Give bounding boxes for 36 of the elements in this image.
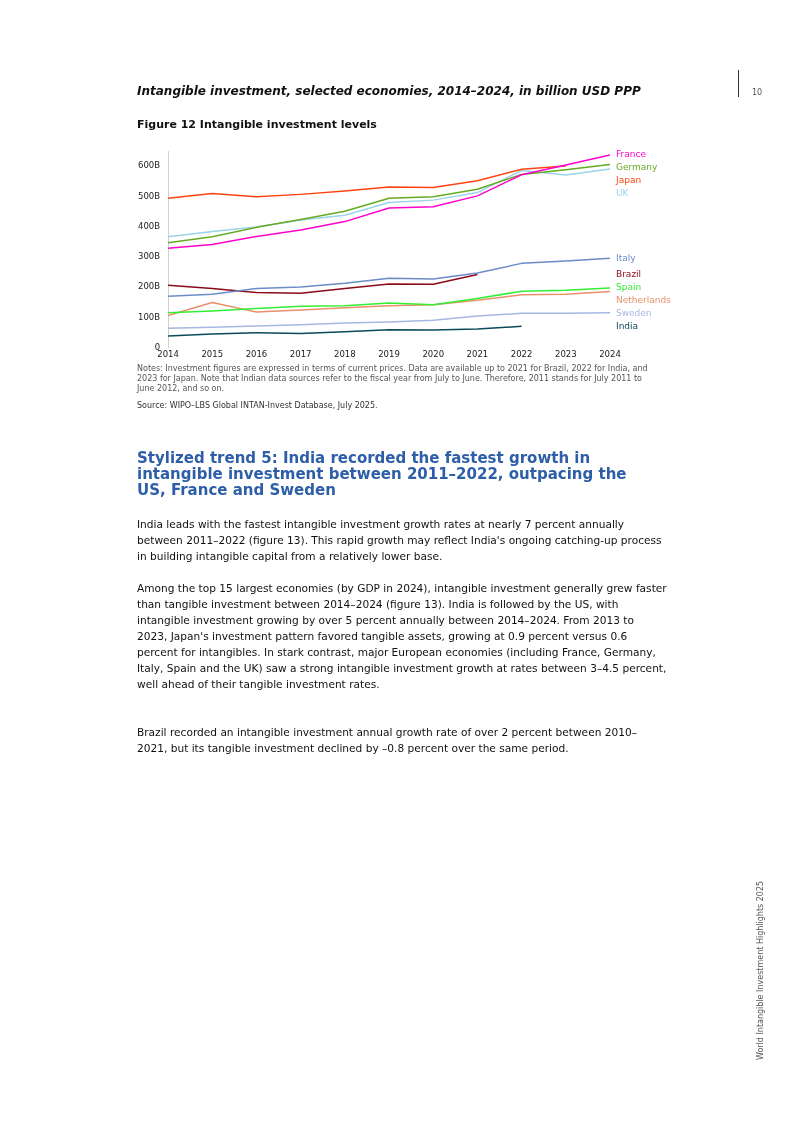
- chart-subtitle: Intangible investment, selected economies, 2014–2024, in billion USD PPP: [137, 84, 641, 98]
- chart-title: Figure 12 Intangible investment levels: [137, 118, 377, 131]
- text: Brazil recorded an intangible investment annual growth rate of over 2 percent between 2010–2021, but its tangible investment declined by –0.8 percent over the same period.: [137, 725, 638, 756]
- x-tick-label: 2021: [466, 349, 489, 360]
- text: World Intangible Investment Highlights 2025: [756, 880, 765, 1060]
- y-tick-label: 500B: [137, 190, 161, 201]
- text: India: [616, 321, 639, 332]
- y-tick-label: 200B: [137, 281, 161, 292]
- text: UK: [616, 188, 630, 199]
- text: Stylized trend 5: India recorded the fastest growth in intangible investment between 2011–2022, outpacing the US, France and Sweden: [137, 449, 628, 499]
- x-tick-label: 2023: [554, 349, 577, 360]
- x-tick-label: 2024: [599, 349, 621, 360]
- x-tick-label: 2022: [510, 349, 533, 360]
- series-label: France: [616, 149, 647, 160]
- series-label: Spain: [616, 282, 642, 293]
- y-tick-label: 300B: [137, 251, 161, 262]
- text: Brazil: [616, 268, 642, 279]
- text: Among the top 15 largest economies (by GDP in 2024), intangible investment generally grew faster than tangible investment between 2014–2024 (figure 13). India is followed by the US, with intangible investment growing by over 5 percent annually between 2014–2024. From 2013 to 2023, Japan's investment pattern favored tangible assets, growing at 0.9 percent versus 0.6 percent for intangibles. In stark contrast, major European economies (including France, Germany, Italy, Spain and the UK) saw a strong intangible investment growth at rates between 3–4.5 percent, well ahead of their tangible investment rates.: [137, 581, 667, 692]
- text: 10: [752, 88, 763, 97]
- y-tick-label: 400B: [137, 220, 161, 231]
- x-tick-label: 2017: [289, 349, 312, 360]
- text: Notes: Investment figures are expressed in terms of current prices. Data are available up to 2021 for Brazil, 2022 for India, and 2023 for Japan. Note that Indian data sources refer to the fiscal year from July to June. Therefore, 2011 stands for July 2011 to June 2012, and so on.: [137, 364, 649, 394]
- text: Japan: [615, 175, 642, 186]
- series-label: Netherlands: [616, 295, 672, 306]
- y-tick-label: 600B: [137, 160, 161, 171]
- series-label: Sweden: [616, 308, 652, 319]
- x-tick-label: 2016: [245, 349, 268, 360]
- y-tick-label: 100B: [137, 311, 161, 322]
- x-tick-label: 2019: [378, 349, 400, 360]
- x-tick-label: 2018: [334, 349, 356, 360]
- x-tick-label: 2020: [422, 349, 445, 360]
- source-note: Source: WIPO–LBS Global INTAN-Invest Database, July 2025.: [137, 401, 378, 410]
- x-tick-label: 2015: [201, 349, 224, 360]
- series-label: Germany: [616, 162, 659, 173]
- series-label: Italy: [616, 252, 637, 263]
- text: India leads with the fastest intangible investment growth rates at nearly 7 percent annually between 2011–2022 (figure 13). This rapid growth may reflect India's ongoing catching-up process in building intangible capital from a relatively lower base.: [137, 517, 663, 564]
